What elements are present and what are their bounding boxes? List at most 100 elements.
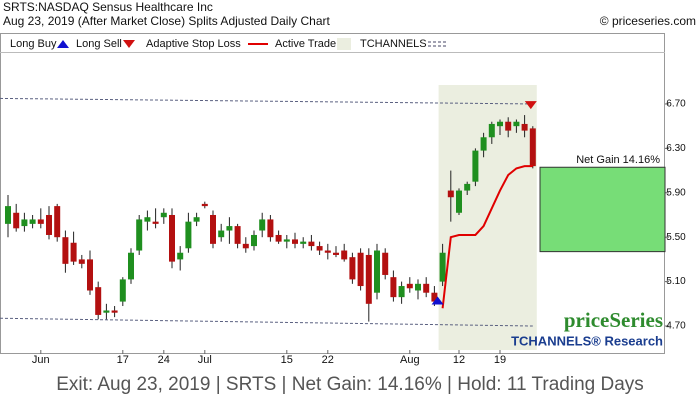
- candle-body: [456, 190, 462, 213]
- x-tick-label: Jul: [198, 354, 212, 366]
- candle-body: [144, 217, 151, 222]
- candle-body: [513, 121, 520, 127]
- candle-body: [324, 250, 331, 253]
- candle-body: [128, 252, 134, 280]
- candle-body: [497, 121, 503, 127]
- candle-body: [46, 214, 52, 235]
- source: © priceseries.com: [600, 14, 696, 28]
- candle-body: [160, 212, 167, 218]
- brand-sub: TCHANNELS® Research: [511, 333, 663, 348]
- candle-body: [54, 206, 61, 238]
- candle-body: [488, 123, 495, 138]
- candle-body: [292, 239, 298, 244]
- candle-body: [472, 150, 479, 182]
- candle-body: [521, 123, 528, 131]
- footer: Exit: Aug 23, 2019 | SRTS | Net Gain: 14…: [56, 374, 644, 395]
- candle-body: [398, 286, 405, 298]
- channel-line: [0, 317, 533, 327]
- candle-body: [5, 206, 11, 224]
- x-tick-label: 19: [494, 354, 506, 366]
- x-tick-label: 17: [117, 354, 129, 366]
- legend-trade-icon: [337, 38, 351, 50]
- x-tick-label: 12: [453, 354, 465, 366]
- x-tick-label: 22: [322, 354, 334, 366]
- candle-body: [70, 242, 77, 262]
- candle-body: [13, 212, 20, 229]
- candle-body: [259, 219, 266, 231]
- y-tick-label: 4.70: [666, 321, 686, 332]
- x-tick-label: Aug: [400, 354, 420, 366]
- x-tick-label: 15: [281, 354, 293, 366]
- legend-label: TCHANNELS: [360, 38, 427, 50]
- legend-label: Active Trade: [275, 38, 336, 50]
- sell-arrow: [524, 101, 537, 110]
- chart-title: SRTS:NASDAQ Sensus Healthcare Inc: [3, 0, 213, 14]
- legend-label: Adaptive Stop Loss: [146, 38, 241, 50]
- candle-body: [185, 221, 192, 249]
- candle-body: [390, 277, 397, 298]
- candle-body: [87, 259, 93, 291]
- candle-body: [447, 190, 454, 198]
- chart-subtitle: Aug 23, 2019 (After Market Close) Splits…: [3, 14, 330, 28]
- y-tick-label: 6.30: [666, 143, 686, 154]
- candle-body: [37, 219, 44, 224]
- candle-body: [431, 292, 438, 302]
- candle-body: [251, 234, 257, 247]
- candle-body: [62, 237, 69, 264]
- x-tick-label: 24: [158, 354, 170, 366]
- candle-body: [341, 250, 348, 260]
- candle-body: [226, 226, 233, 231]
- y-tick-label: 5.50: [666, 232, 686, 243]
- candle-body: [136, 219, 143, 251]
- candle-body: [21, 219, 28, 227]
- candle-body: [210, 214, 216, 244]
- candle-body: [423, 283, 430, 293]
- candle-body: [357, 252, 364, 287]
- candle-body: [177, 252, 184, 260]
- legend-label: Long Buy: [10, 38, 57, 50]
- candle-body: [275, 234, 282, 242]
- candle-body: [283, 239, 290, 242]
- x-tick-label: Jun: [32, 354, 50, 366]
- candle-body: [464, 183, 471, 191]
- buy-arrow: [431, 296, 444, 305]
- candle-body: [234, 226, 241, 244]
- candle-body: [152, 221, 159, 224]
- stop-loss-line: [441, 165, 533, 309]
- candle-body: [218, 230, 225, 238]
- candle-body: [439, 252, 446, 282]
- candle-body: [333, 252, 339, 255]
- candle-body: [365, 254, 372, 304]
- candle-body: [267, 219, 274, 238]
- candle-body: [103, 310, 110, 313]
- net-gain-box: [539, 166, 666, 253]
- legend-sell-icon: [123, 40, 135, 48]
- candle-body: [242, 243, 249, 249]
- candle-body: [316, 246, 323, 251]
- candle-body: [505, 121, 512, 131]
- candle-body: [119, 279, 126, 302]
- y-tick-label: 5.90: [666, 187, 686, 198]
- candle-body: [374, 250, 380, 293]
- candle-body: [300, 241, 307, 244]
- legend-buy-icon: [57, 40, 69, 48]
- candle-body: [529, 128, 536, 167]
- candle-body: [480, 137, 487, 151]
- legend-label: Long Sell: [76, 38, 122, 50]
- channel-line: [0, 97, 533, 105]
- candle-body: [111, 310, 118, 313]
- y-tick-label: 6.70: [666, 99, 686, 110]
- candle-body: [169, 214, 175, 262]
- brand: priceSeries: [564, 308, 663, 332]
- candle-body: [193, 217, 200, 222]
- candle-body: [382, 252, 389, 275]
- candle-body: [349, 257, 356, 280]
- candle-body: [406, 283, 413, 289]
- candle-body: [29, 219, 36, 224]
- candle-body: [201, 203, 208, 207]
- candle-body: [78, 259, 85, 264]
- candle-body: [95, 287, 102, 315]
- net-gain-label: Net Gain 14.16%: [576, 154, 660, 166]
- candle-body: [415, 283, 421, 291]
